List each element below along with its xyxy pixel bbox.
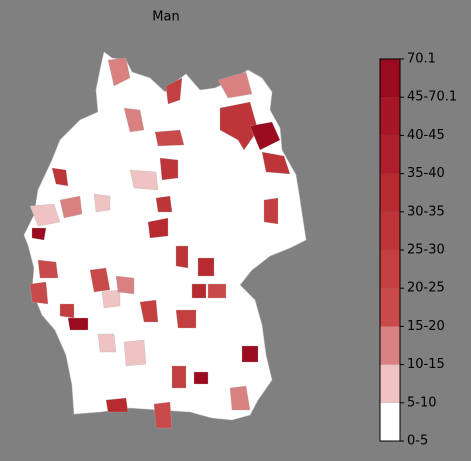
district	[59, 195, 83, 219]
district	[207, 283, 227, 299]
colorbar-label: 30-35	[407, 204, 445, 219]
district	[191, 283, 207, 299]
district	[147, 217, 169, 239]
district	[129, 169, 159, 191]
district	[153, 401, 173, 429]
district	[159, 157, 179, 181]
colorbar-segment	[380, 97, 400, 136]
district	[107, 57, 131, 87]
district	[263, 197, 279, 225]
colorbar-label: 5-10	[407, 395, 437, 410]
district	[59, 303, 75, 319]
district	[97, 333, 117, 353]
colorbar-label: 0-5	[407, 434, 428, 449]
colorbar-label: 10-15	[407, 357, 445, 372]
district	[139, 299, 159, 323]
district	[217, 71, 253, 99]
district	[29, 203, 61, 227]
colorbar-segment	[380, 59, 400, 98]
colorbar-segment	[380, 326, 400, 365]
map-title: Man	[152, 10, 179, 25]
colorbar: 0-5 5-10 10-15 15-20 20-25 25-30 30-35 35-40 40-…	[379, 52, 457, 449]
district	[123, 339, 147, 367]
district	[101, 289, 121, 309]
district	[249, 121, 281, 151]
colorbar-label: 40-45	[407, 128, 445, 143]
colorbar-label: 35-40	[407, 166, 445, 181]
district	[67, 317, 89, 331]
district	[171, 365, 187, 389]
district	[154, 129, 185, 147]
colorbar-label: 20-25	[407, 281, 445, 296]
district	[123, 107, 145, 133]
colorbar-label: 45-70.1	[407, 90, 457, 105]
colorbar-label: 15-20	[407, 319, 445, 334]
district	[31, 227, 47, 241]
district	[175, 245, 189, 269]
colorbar-segment	[380, 173, 400, 212]
colorbar-label: 25-30	[407, 243, 445, 258]
colorbar-segment	[380, 135, 400, 174]
colorbar-segment	[380, 402, 400, 441]
district	[37, 259, 59, 279]
district	[51, 167, 69, 187]
district	[89, 267, 111, 293]
district	[241, 345, 259, 363]
colorbar-label: 70.1	[407, 52, 436, 67]
colorbar-segment	[380, 250, 400, 289]
district	[29, 281, 49, 305]
district	[219, 101, 259, 151]
germany-map	[23, 51, 307, 429]
district	[175, 309, 197, 329]
districts	[29, 57, 291, 429]
district	[229, 385, 251, 411]
colorbar-segment	[380, 288, 400, 327]
district	[261, 151, 291, 175]
district	[93, 193, 111, 213]
district	[165, 77, 183, 105]
district	[193, 371, 209, 385]
district	[155, 195, 173, 213]
colorbar-segment	[380, 364, 400, 403]
district	[197, 257, 215, 277]
district	[115, 275, 135, 295]
district	[105, 397, 129, 413]
colorbar-segment	[380, 211, 400, 250]
